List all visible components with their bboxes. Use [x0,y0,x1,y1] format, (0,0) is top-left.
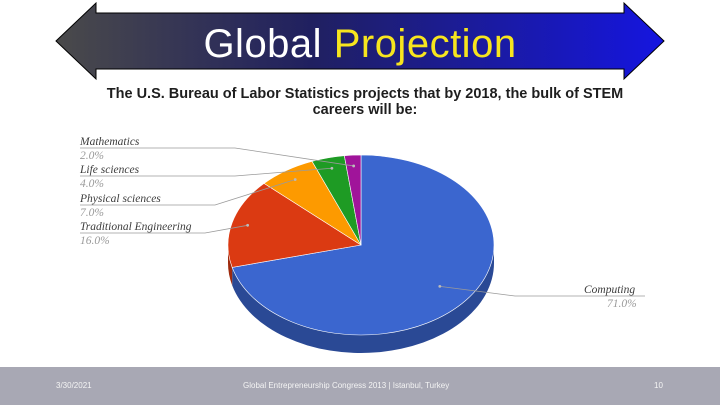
chart-title: The U.S. Bureau of Labor Statistics proj… [106,86,624,118]
leader-dot-physical-sciences [293,178,297,181]
pie-chart [80,147,645,354]
pie-slice-traditional-engineering [227,183,362,268]
pie-side-computing [232,245,494,354]
footer-date: 3/30/2021 [56,381,92,390]
value-mathematics: 2.0% [80,150,104,162]
leader-line-computing [439,285,645,297]
label-life-sciences: Life sciences [80,164,140,176]
pie-slice-mathematics [343,154,362,246]
slide-title-part2: Projection [333,22,517,66]
label-mathematics: Mathematics [80,136,140,148]
value-computing: 71.0% [607,298,637,310]
label-traditional-engineering: Traditional Engineering [80,221,192,233]
label-computing: Computing [584,284,636,296]
leader-dot-computing [438,284,442,288]
pie-slice-computing [231,154,495,336]
value-life-sciences: 4.0% [80,178,104,190]
leader-dot-life-sciences [330,166,334,170]
label-physical-sciences: Physical sciences [80,193,161,205]
leader-line-life-sciences [80,167,332,177]
leader-line-physical-sciences [80,179,296,206]
slide-title: Global Projection [0,16,720,72]
value-traditional-engineering: 16.0% [80,235,110,247]
value-physical-sciences: 7.0% [80,207,104,219]
double-arrow-icon [55,1,665,81]
leader-dot-mathematics [352,164,356,168]
leader-line-mathematics [80,147,354,167]
title-banner [55,1,665,81]
pie-side-traditional-engineering [228,245,233,286]
footer-event: Global Entrepreneurship Congress 2013 | … [243,381,450,390]
slide-title-part1: Global [203,22,323,66]
footer-bar: 3/30/2021 Global Entrepreneurship Congre… [0,367,720,405]
footer-page-number: 10 [654,381,663,390]
leader-dot-traditional-engineering [246,223,250,227]
leader-line-traditional-engineering [80,224,248,234]
